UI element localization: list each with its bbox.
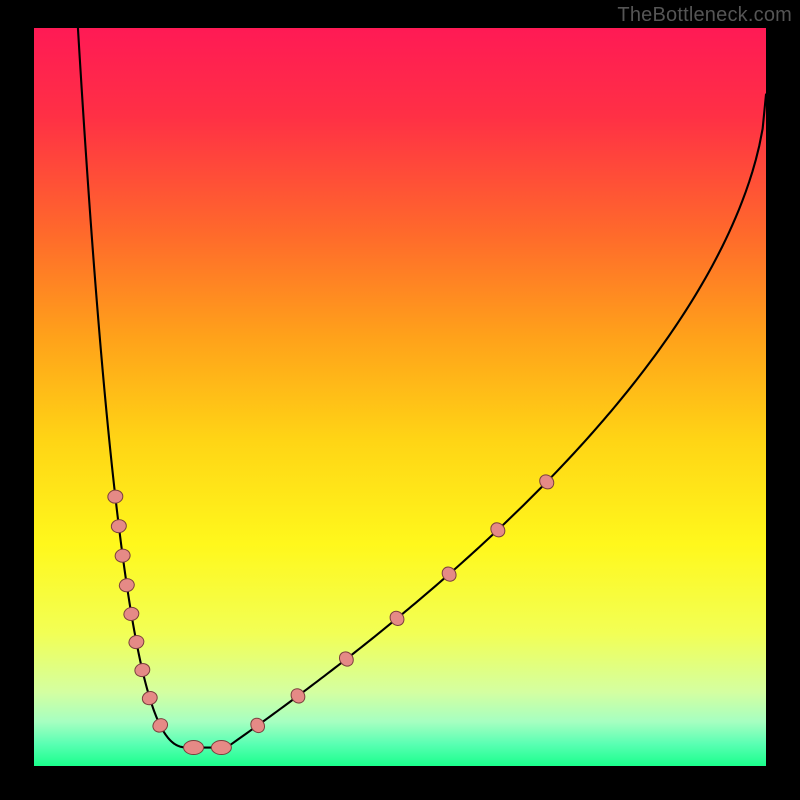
watermark-text: TheBottleneck.com bbox=[617, 4, 792, 27]
curve-marker bbox=[211, 741, 231, 755]
plot-background-gradient bbox=[34, 28, 766, 766]
curve-marker bbox=[184, 741, 204, 755]
